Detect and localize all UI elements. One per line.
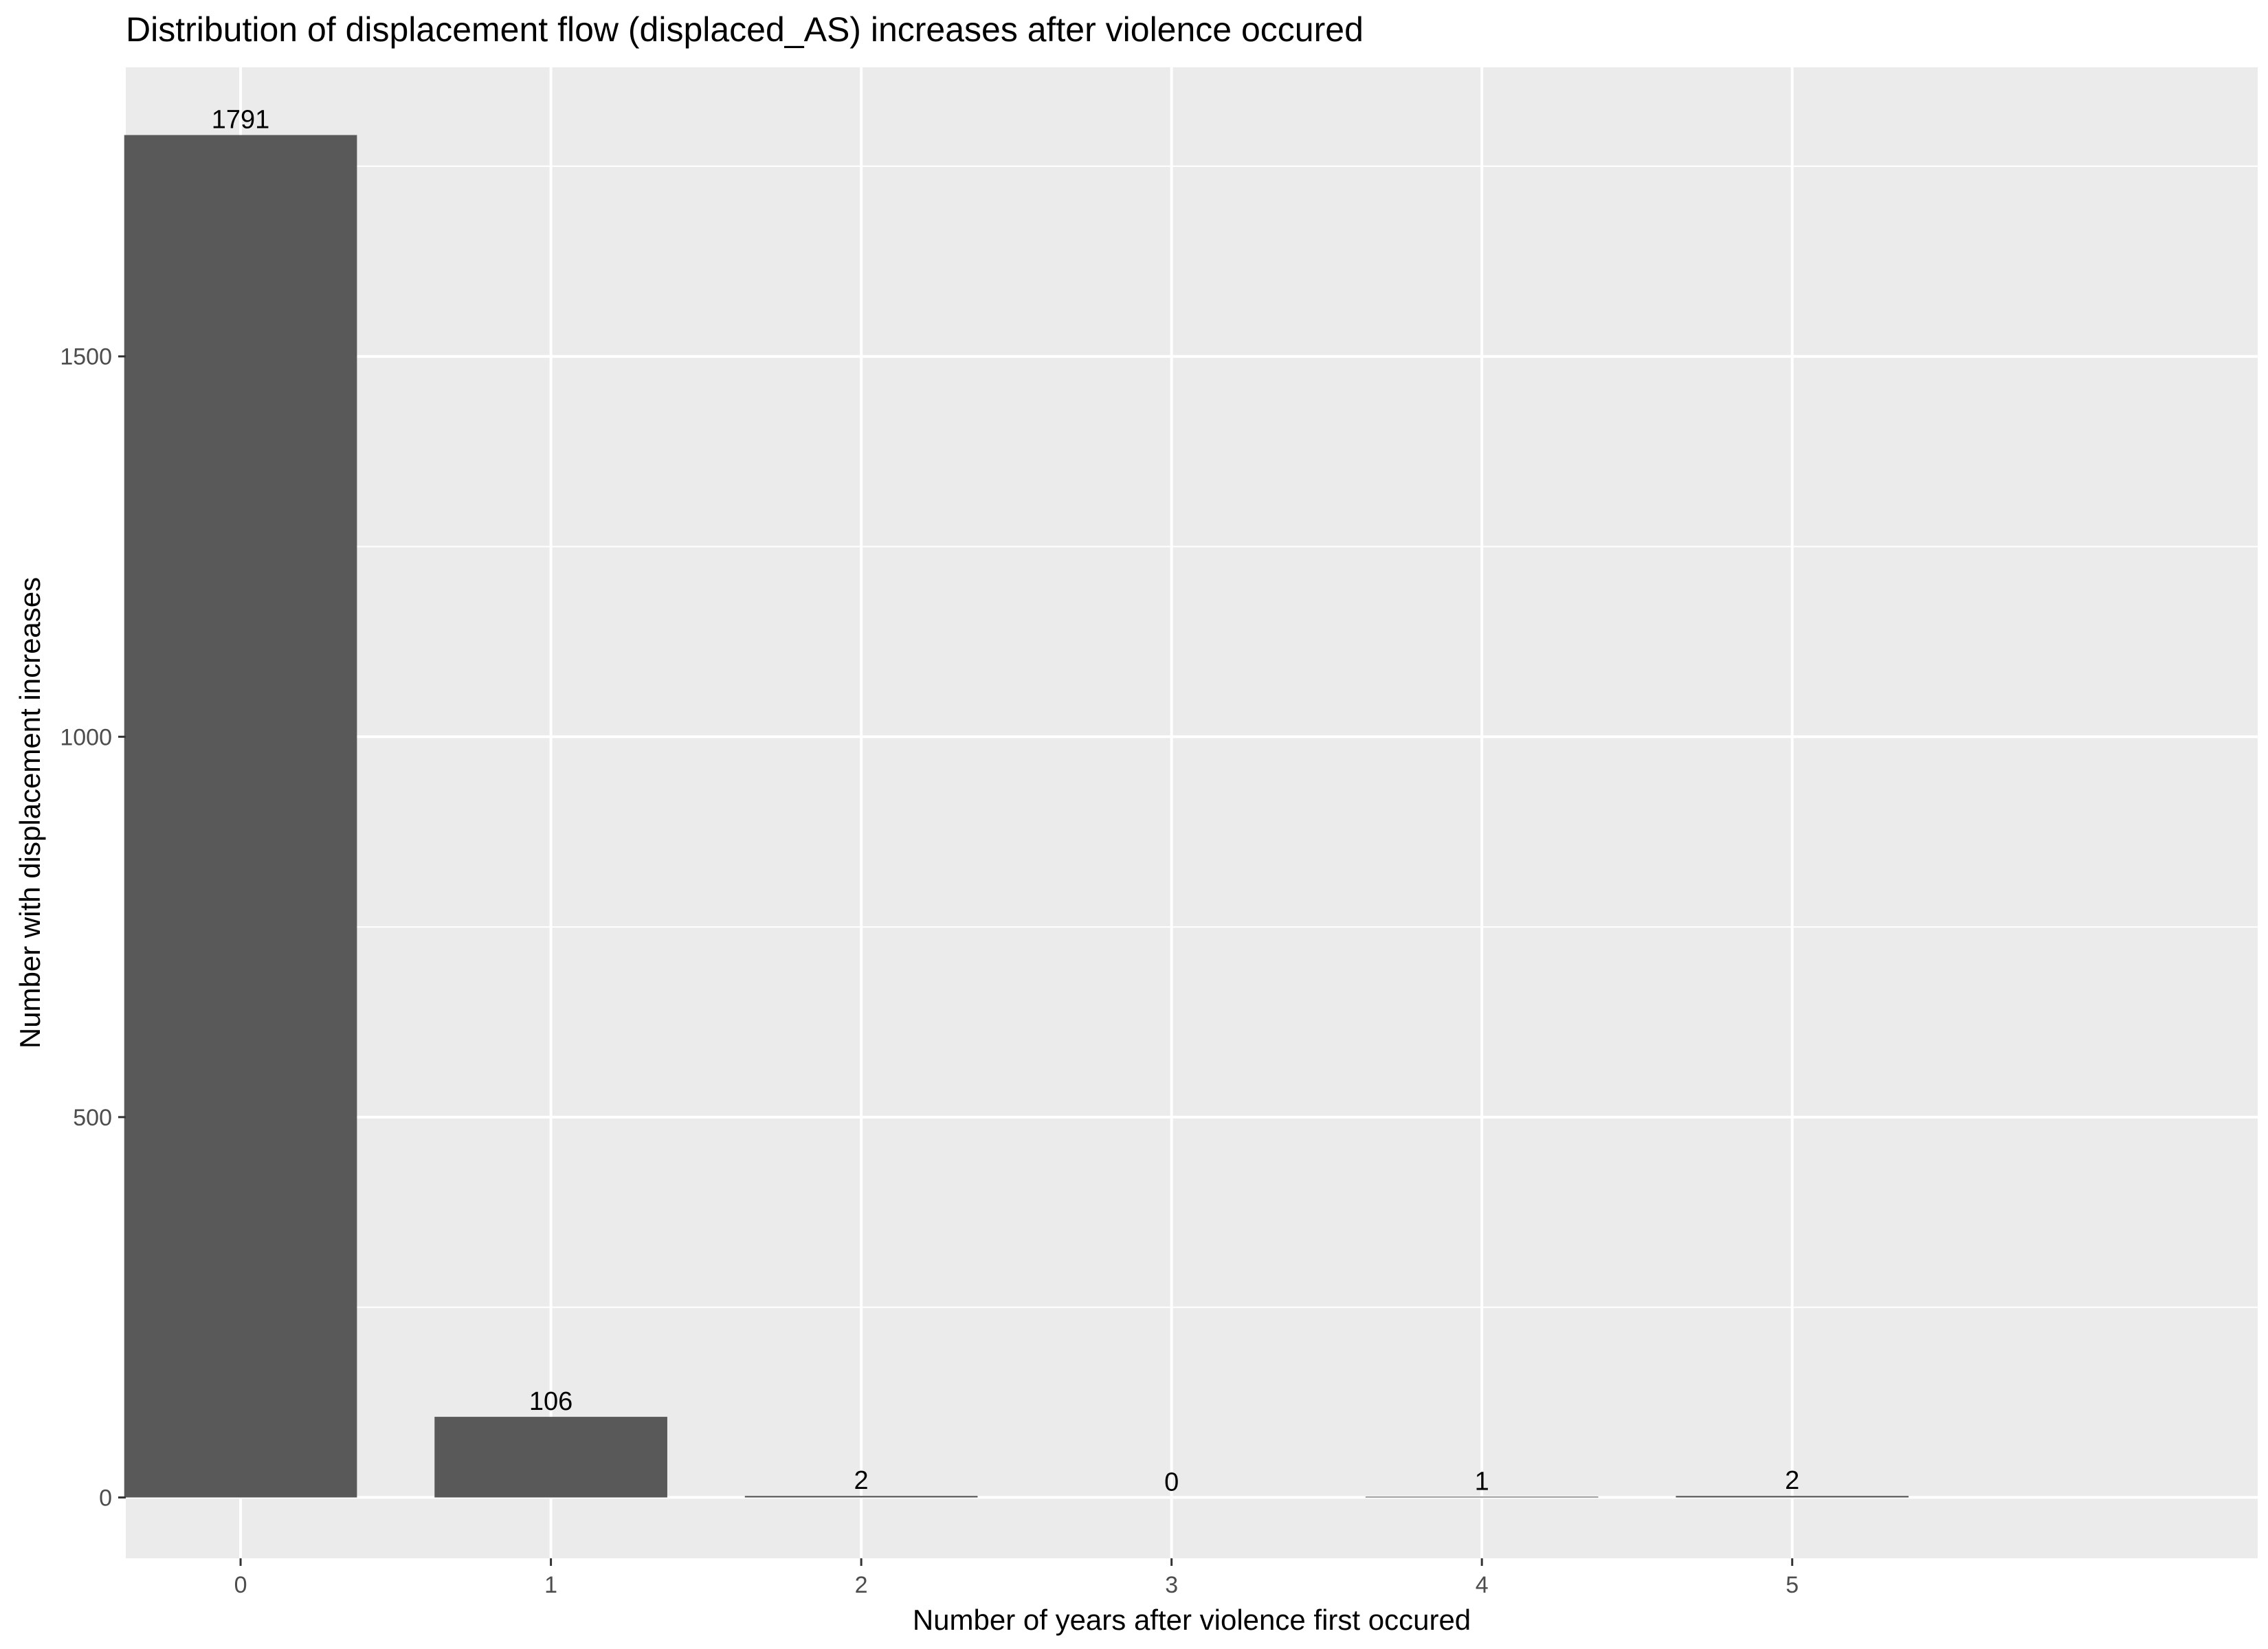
chart-title: Distribution of displacement flow (displ… <box>126 10 1364 49</box>
plot-panel <box>126 67 2258 1558</box>
x-tick-label: 2 <box>855 1572 868 1598</box>
x-tick-label: 4 <box>1476 1572 1489 1598</box>
bar-4 <box>1365 1496 1599 1498</box>
x-tick-label: 3 <box>1165 1572 1178 1598</box>
y-axis: 0 500 1000 1500 <box>60 344 126 1511</box>
gridlines-minor <box>126 165 2258 1308</box>
data-label-1: 106 <box>529 1387 572 1416</box>
y-tick-label: 1000 <box>60 724 112 750</box>
data-label-0: 1791 <box>212 106 270 135</box>
data-label-4: 1 <box>1475 1467 1489 1496</box>
x-tick-label: 5 <box>1786 1572 1799 1598</box>
bar-0 <box>124 135 357 1498</box>
bars <box>124 135 1909 1498</box>
data-labels: 1791 106 2 0 1 2 <box>212 106 1799 1497</box>
x-axis: 0 1 2 3 4 5 <box>234 1558 1799 1598</box>
x-tick-label: 1 <box>544 1572 557 1598</box>
x-tick-label: 0 <box>234 1572 247 1598</box>
data-label-3: 0 <box>1164 1468 1179 1496</box>
data-label-2: 2 <box>854 1466 869 1495</box>
gridlines-major <box>126 67 2258 1558</box>
y-tick-label: 0 <box>99 1485 112 1511</box>
x-axis-title: Number of years after violence first occ… <box>913 1604 1471 1636</box>
y-tick-label: 500 <box>73 1105 112 1131</box>
bar-2 <box>744 1496 978 1498</box>
bar-1 <box>434 1417 667 1498</box>
y-tick-label: 1500 <box>60 344 112 370</box>
y-axis-title: Number with displacement increases <box>14 577 46 1048</box>
data-label-5: 2 <box>1785 1466 1799 1495</box>
bar-5 <box>1676 1496 1909 1498</box>
